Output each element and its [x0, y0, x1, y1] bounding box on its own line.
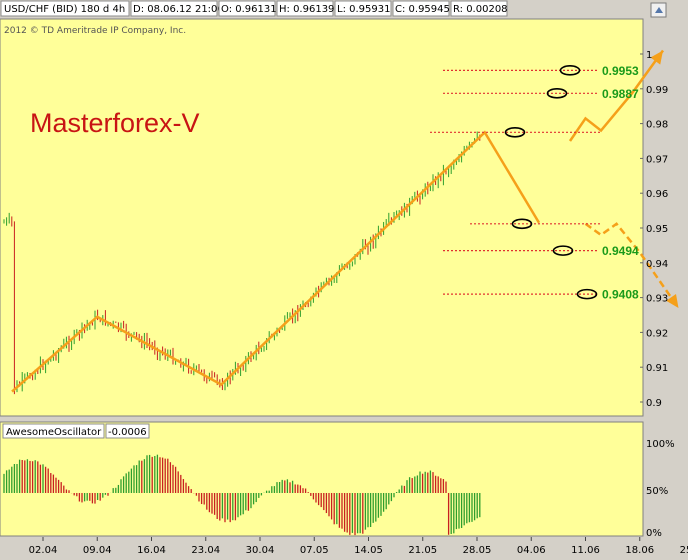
price-tick-label: 0.91: [646, 363, 668, 374]
oscillator-histogram: [3, 454, 481, 536]
header-open-box: [218, 0, 276, 17]
header-high-box: [276, 0, 334, 17]
level-marker: [504, 127, 526, 138]
oscillator-name-box: [2, 423, 105, 439]
header-high: H: 0.96139: [279, 4, 334, 15]
level-marker: [576, 288, 598, 300]
price-axis: 1 0.99 0.98 0.97 0.96 0.95 0.94 0.93 0.92 0.91 0.9: [640, 50, 668, 409]
oscillator-panel: [0, 421, 644, 537]
time-axis-bar: [0, 537, 643, 560]
time-tick-label: 09.04: [83, 545, 112, 556]
header-close: C: 0.95945: [395, 4, 450, 15]
oscillator-value-box: [105, 423, 150, 439]
price-tick-label: 0.9: [646, 398, 662, 409]
oscillator-value: -0.0006: [108, 427, 147, 438]
price-tick-label: 0.92: [646, 328, 668, 339]
levels-layer: 0.9953 0.9887 0.9494 0.9408: [430, 64, 639, 302]
header-date: D: 08.06.12 21:00: [133, 4, 224, 15]
copyright-text: 2012 © TD Ameritrade IP Company, Inc.: [4, 26, 186, 36]
time-tick-label: 07.05: [300, 545, 329, 556]
projection-up-arrowhead: [650, 50, 663, 65]
price-tick-label: 1: [646, 50, 652, 61]
header-close-box: [392, 0, 450, 17]
projection-down-line: [584, 222, 680, 309]
ao-tick-50: 50%: [646, 486, 668, 497]
price-tick-label: 0.97: [646, 154, 668, 165]
wave-line: [11, 130, 541, 393]
time-tick-label: 14.05: [354, 545, 383, 556]
price-tick-label: 0.93: [646, 294, 668, 305]
price-tick-label: 0.95: [646, 224, 668, 235]
panel-menu-button[interactable]: [650, 2, 667, 18]
level-label: 0.9953: [602, 64, 639, 78]
ao-tick-0: 0%: [646, 528, 662, 539]
price-panel: [0, 18, 644, 417]
time-tick-label: 30.04: [246, 545, 275, 556]
header-date-box: [130, 0, 218, 17]
level-marker: [546, 88, 568, 99]
header-symbol: USD/CHF (BID) 180 d 4h: [4, 4, 125, 15]
level-marker: [559, 65, 581, 76]
ao-tick-100: 100%: [646, 439, 675, 450]
price-tick-label: 0.94: [646, 259, 668, 270]
header-symbol-box: [0, 0, 130, 17]
time-tick-label: 25.06: [680, 545, 688, 556]
projection-up-line: [568, 49, 665, 142]
header-range: R: 0.00208: [453, 4, 508, 15]
header-low-box: [334, 0, 392, 17]
time-tick-label: 04.06: [517, 545, 546, 556]
wave-layer: [11, 49, 680, 393]
price-tick-label: 0.99: [646, 85, 668, 96]
level-label: 0.9494: [602, 244, 639, 258]
level-marker: [552, 245, 574, 256]
projection-down-arrowhead: [666, 293, 679, 309]
time-tick-label: 02.04: [29, 545, 58, 556]
time-tick-label: 11.06: [571, 545, 600, 556]
header-low: L: 0.95931: [337, 4, 390, 15]
panel-menu-icon: [655, 7, 663, 13]
time-tick-label: 21.05: [408, 545, 437, 556]
header-range-box: [450, 0, 508, 17]
time-tick-label: 16.04: [137, 545, 166, 556]
level-label: 0.9887: [602, 87, 639, 101]
time-axis: 02.04 09.04 16.04 23.04 30.04 07.05 14.05 21.05…: [29, 537, 688, 556]
level-label: 0.9408: [602, 288, 639, 302]
price-tick-label: 0.98: [646, 120, 668, 131]
price-tick-label: 0.96: [646, 189, 668, 200]
level-marker: [511, 218, 533, 230]
header-open: O: 0.96131: [221, 4, 277, 15]
oscillator-name: AwesomeOscillator: [6, 427, 102, 438]
time-tick-label: 28.05: [463, 545, 492, 556]
time-tick-label: 18.06: [625, 545, 654, 556]
time-tick-label: 23.04: [191, 545, 220, 556]
brand-label: Masterforex-V: [30, 108, 200, 138]
